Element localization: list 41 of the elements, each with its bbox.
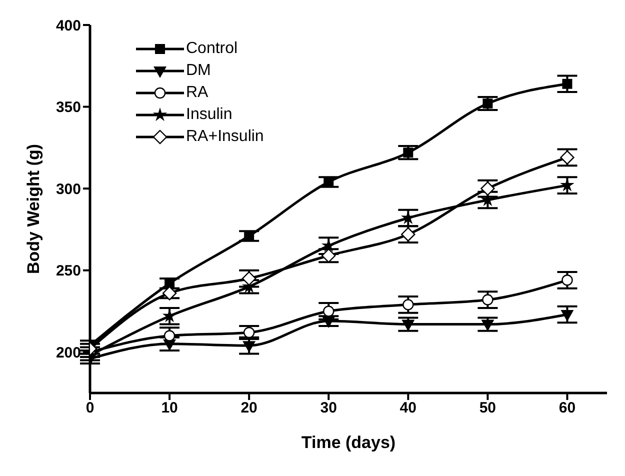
legend-label: Control [186,40,238,58]
y-axis-title: Body Weight (g) [24,144,44,274]
x-tick-label: 50 [479,400,496,417]
point [164,330,176,342]
x-tick-label: 30 [320,400,337,417]
point [402,320,415,332]
point [242,341,256,353]
legend-label: RA+Insulin [186,128,264,146]
point [162,286,177,300]
point [242,271,256,286]
x-axis-title: Time (days) [301,433,396,452]
point [481,320,494,332]
point [164,278,175,288]
point [482,98,493,109]
point [322,248,336,263]
y-tick-label: 200 [56,344,81,362]
legend-label: Insulin [186,106,232,124]
legend-label: DM [186,62,211,80]
x-tick-label: 60 [558,400,576,417]
x-tick-label: 40 [400,400,416,417]
x-tick-label: 20 [240,400,258,417]
y-tick-label: 250 [56,262,81,280]
point [324,177,334,188]
legend-label: RA [186,84,208,102]
y-tick-label: 350 [56,99,81,116]
x-tick-label: 0 [86,400,94,417]
point [480,181,495,196]
point [560,310,574,322]
point [243,326,255,338]
point [560,150,574,165]
point [562,78,572,89]
y-tick-label: 300 [56,180,81,198]
point [323,306,334,317]
point [402,299,414,310]
point [403,148,414,158]
y-tick-label: 400 [56,17,81,34]
point [562,274,573,286]
point [322,316,336,328]
point [244,230,254,241]
point [482,294,494,306]
x-tick-label: 10 [161,400,178,417]
